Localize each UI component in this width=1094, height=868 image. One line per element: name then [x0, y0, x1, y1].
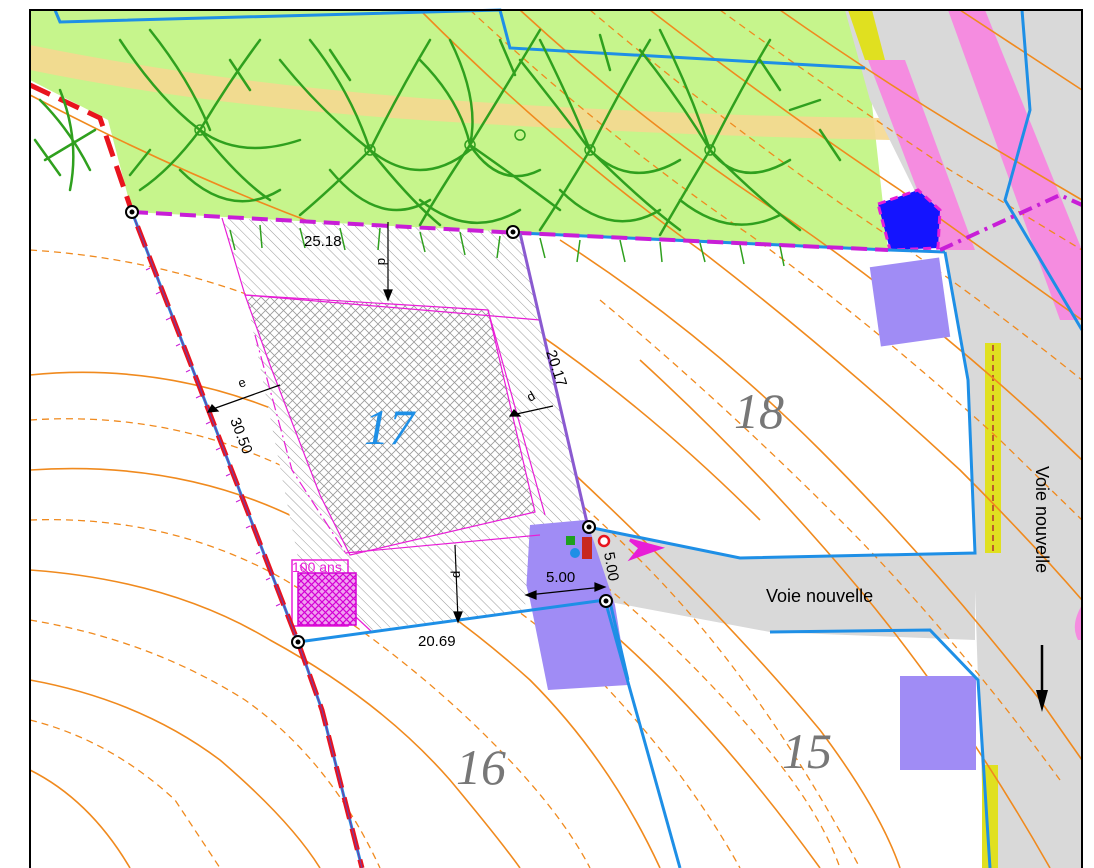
vegetation-fringe: [229, 224, 785, 267]
road-vertical-area: [845, 10, 1082, 868]
utility-square-green: [566, 536, 575, 545]
road-direction-arrow: [1036, 645, 1048, 712]
lot-17-label: 17: [364, 399, 416, 455]
lot-17-right-edge: [518, 232, 590, 528]
purple-block-access: [512, 515, 628, 690]
lot-16-label: 16: [456, 739, 506, 795]
dim-bottom-edge: 20.69: [418, 633, 456, 650]
lot-18-label: 18: [734, 383, 784, 439]
contour-lines-solid: [29, 9, 1083, 868]
purple-block-top-right: [869, 257, 951, 347]
lot-15-label: 15: [782, 723, 832, 779]
setback-label-top: d: [375, 258, 390, 265]
dim-access-width: 5.00: [546, 569, 575, 586]
survey-markers: [125, 205, 613, 649]
road-name-vertical: Voie nouvelle: [1032, 466, 1052, 573]
boundary-inner-line: [131, 211, 363, 868]
road-name-horizontal: Voie nouvelle: [766, 586, 873, 606]
utility-box-red: [582, 537, 592, 559]
pink-edge-marker: [1074, 605, 1082, 640]
purple-block-bottom-right: [900, 676, 976, 770]
access-arrow: [627, 538, 666, 562]
dim-access-depth: 5.00: [600, 551, 622, 583]
dimension-arrows: [206, 222, 607, 624]
yellow-strip-top: [848, 10, 885, 60]
flood-zone-label: 100 ans: [292, 559, 342, 575]
vegetation: [33, 28, 842, 237]
blue-block: [876, 188, 942, 252]
flood-zone-hatch: [297, 572, 357, 626]
setback-label-left: e: [236, 374, 248, 391]
boundary-ticks: [145, 267, 281, 607]
utility-dot-blue: [570, 548, 580, 558]
tan-strip: [30, 45, 890, 140]
utility-ring-red: [597, 534, 611, 548]
magenta-dashdot-boundary: [939, 192, 1083, 252]
dim-top-edge: 25.18: [304, 233, 342, 250]
pink-strip-left: [868, 60, 975, 250]
green-zone: [30, 10, 888, 250]
map-frame: [29, 9, 1083, 868]
tree-centers: [194, 124, 716, 156]
setback-label-bottom: d: [448, 571, 463, 578]
